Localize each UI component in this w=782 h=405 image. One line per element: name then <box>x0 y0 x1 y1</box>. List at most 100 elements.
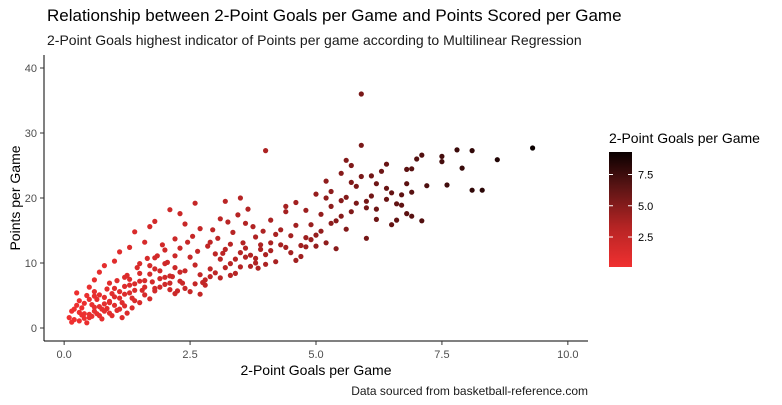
data-point <box>250 224 256 230</box>
data-point <box>363 198 369 204</box>
data-point <box>399 192 405 198</box>
data-point <box>197 291 203 297</box>
data-point <box>144 255 150 261</box>
data-point <box>348 162 354 169</box>
x-axis-ticks: 0.0 2.5 5.0 7.5 10.0 <box>56 341 579 361</box>
data-point <box>76 298 82 304</box>
data-point <box>215 235 221 241</box>
data-point <box>106 298 113 304</box>
data-point <box>409 189 415 195</box>
data-point <box>139 287 145 293</box>
data-point <box>378 168 385 174</box>
data-point <box>122 291 128 297</box>
data-point <box>459 165 465 171</box>
data-point <box>303 207 309 213</box>
data-point <box>263 252 269 258</box>
data-point <box>439 153 445 159</box>
data-point <box>242 245 249 251</box>
data-point <box>230 229 236 235</box>
data-point <box>169 274 175 280</box>
data-point <box>149 279 155 285</box>
data-point <box>162 281 168 287</box>
data-point <box>96 269 102 275</box>
data-point <box>69 319 75 325</box>
data-point <box>69 308 75 314</box>
data-point <box>119 315 125 321</box>
data-point <box>404 211 410 217</box>
x-tick-label: 0.0 <box>56 349 71 361</box>
data-point <box>494 157 500 163</box>
data-point <box>222 198 228 204</box>
x-tick-label: 5.0 <box>308 349 323 361</box>
data-point <box>338 213 344 219</box>
data-point <box>157 284 163 290</box>
data-point <box>323 195 329 201</box>
data-point <box>167 207 173 213</box>
data-point <box>389 222 395 228</box>
data-point <box>109 313 115 319</box>
data-point <box>217 256 223 262</box>
data-point <box>147 224 153 230</box>
data-point <box>303 244 309 250</box>
data-point <box>263 148 269 154</box>
data-point <box>111 258 118 264</box>
data-point <box>353 183 359 189</box>
data-point <box>127 244 133 250</box>
data-point <box>298 242 304 249</box>
chart-subtitle: 2-Point Goals highest indicator of Point… <box>47 32 582 48</box>
data-point <box>308 222 314 228</box>
data-point <box>172 265 178 271</box>
data-point <box>454 147 460 153</box>
data-point <box>242 220 249 226</box>
data-point <box>469 187 475 193</box>
data-point <box>132 287 138 293</box>
data-point <box>147 296 153 302</box>
chart-title: Relationship between 2-Point Goals per G… <box>47 6 622 25</box>
data-point <box>263 261 269 267</box>
data-point <box>212 270 218 276</box>
data-point <box>363 235 369 241</box>
data-point <box>404 181 410 187</box>
data-point <box>96 292 102 298</box>
data-point <box>182 285 188 291</box>
data-point <box>167 280 173 286</box>
y-axis-ticks: 0 10 20 30 40 <box>25 63 44 335</box>
data-point <box>182 268 188 274</box>
data-point <box>333 218 339 224</box>
data-point <box>253 255 259 261</box>
data-point <box>132 281 138 287</box>
data-point <box>104 305 110 312</box>
legend-tick-label: 2.5 <box>638 232 653 244</box>
data-point <box>79 312 85 318</box>
data-point <box>424 183 430 189</box>
data-point <box>157 268 163 274</box>
data-point <box>409 166 415 172</box>
data-point <box>247 263 254 269</box>
data-point <box>137 270 143 276</box>
data-point <box>162 274 168 280</box>
data-point <box>247 252 254 258</box>
data-point <box>373 181 379 187</box>
data-point <box>383 161 390 167</box>
data-point <box>404 166 410 172</box>
data-point <box>338 170 344 176</box>
data-point <box>167 287 173 293</box>
data-point <box>157 276 163 282</box>
data-point <box>293 199 299 206</box>
data-point <box>99 316 105 322</box>
data-point <box>328 188 334 195</box>
data-point <box>79 305 85 311</box>
data-point <box>389 190 395 196</box>
data-point <box>132 229 138 235</box>
data-point <box>303 235 309 241</box>
data-point <box>222 246 228 252</box>
data-point <box>147 263 153 269</box>
data-point <box>106 280 113 286</box>
data-point <box>273 231 279 237</box>
data-point <box>237 195 243 201</box>
data-point <box>288 233 294 239</box>
x-tick-label: 2.5 <box>182 349 197 361</box>
data-point <box>240 240 246 246</box>
data-point <box>111 302 118 308</box>
data-point <box>66 315 72 321</box>
